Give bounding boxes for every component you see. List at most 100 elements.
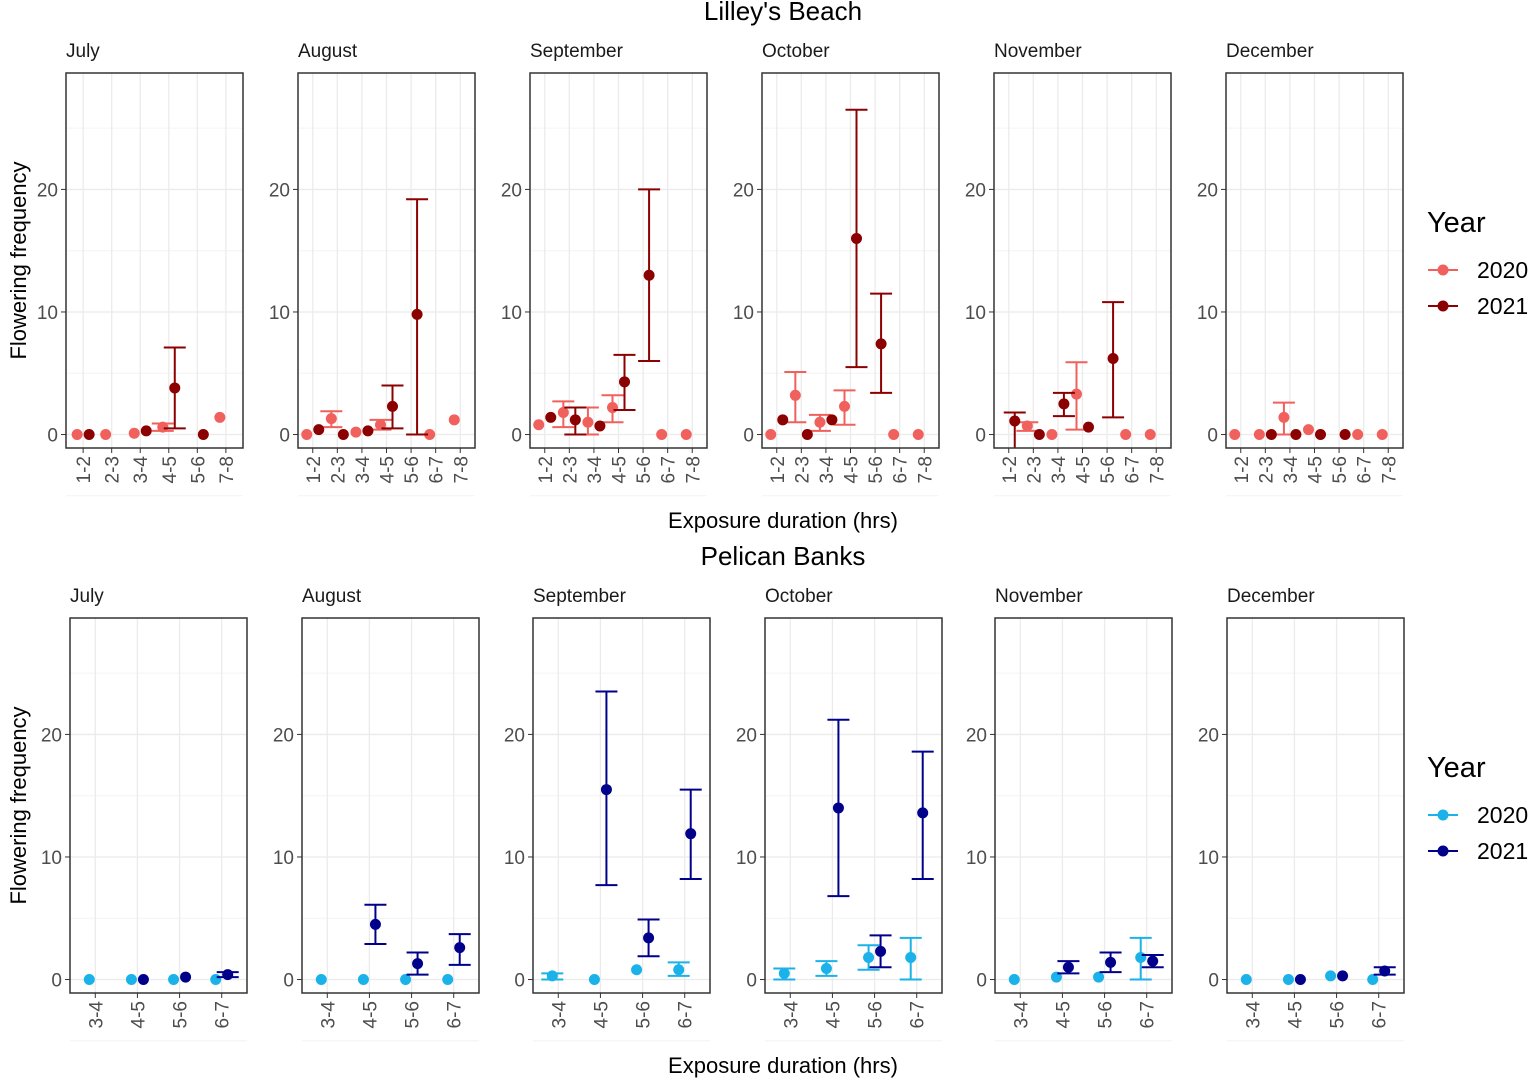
legend-label: 2020 bbox=[1477, 802, 1528, 828]
data-point-2021 bbox=[1290, 429, 1302, 441]
data-point-2020 bbox=[1135, 951, 1147, 963]
y-tick-label: 10 bbox=[965, 303, 986, 324]
legend: Year 2020 2021 bbox=[1427, 207, 1528, 319]
y-axis-label: Flowering frequency bbox=[6, 161, 31, 359]
x-tick-label: 2-3 bbox=[560, 456, 581, 483]
panel-border bbox=[993, 72, 1172, 449]
y-tick-label: 10 bbox=[966, 848, 987, 869]
data-point-2021 bbox=[83, 429, 95, 441]
x-tick-label: 3-4 bbox=[131, 456, 152, 484]
x-tick-label: 4-5 bbox=[1285, 1001, 1306, 1028]
data-point-2020 bbox=[350, 426, 362, 438]
data-point-2020 bbox=[1144, 429, 1156, 441]
row-title: Pelican Banks bbox=[701, 541, 866, 571]
panel-border bbox=[301, 617, 480, 994]
data-point-2020 bbox=[100, 429, 112, 441]
legend-label: 2020 bbox=[1477, 257, 1528, 283]
panel-border bbox=[532, 617, 711, 994]
data-point-2020 bbox=[1120, 429, 1132, 441]
data-point-2020 bbox=[424, 429, 436, 441]
data-point-2021 bbox=[180, 971, 192, 983]
data-point-2020 bbox=[765, 429, 777, 441]
x-tick-label: 3-4 bbox=[585, 456, 606, 484]
x-tick-label: 4-5 bbox=[610, 456, 631, 483]
data-point-2021 bbox=[875, 338, 887, 350]
panel-november: November 0 10 20 3-4 4-5 5-6 6-7 bbox=[966, 586, 1173, 1042]
x-tick-label: 4-5 bbox=[1053, 1001, 1074, 1028]
data-point-2020 bbox=[125, 974, 137, 986]
y-tick-label: 20 bbox=[966, 725, 987, 746]
y-tick-label: 0 bbox=[976, 971, 987, 992]
data-point-2021 bbox=[851, 232, 862, 244]
row-title: Lilley's Beach bbox=[704, 0, 862, 26]
data-point-2021 bbox=[411, 308, 423, 320]
y-tick-label: 20 bbox=[504, 725, 525, 746]
x-tick-label: 1-2 bbox=[304, 456, 325, 483]
x-tick-label: 2-3 bbox=[328, 456, 349, 483]
legend-label: 2021 bbox=[1477, 838, 1528, 864]
panel-december: December 0 10 20 1-2 2-3 3-4 4-5 5-6 6-7 7-8 bbox=[1197, 41, 1404, 497]
panel-border bbox=[761, 72, 940, 449]
x-tick-label: 7-8 bbox=[683, 456, 704, 483]
data-point-2021 bbox=[1105, 956, 1117, 968]
facet-row-0: Lilley's Beach Exposure duration (hrs) Flo… bbox=[6, 0, 1528, 533]
data-point-2020 bbox=[1278, 411, 1290, 423]
data-point-2021 bbox=[1083, 421, 1094, 433]
x-tick-label: 3-4 bbox=[353, 456, 374, 484]
x-tick-label: 5-6 bbox=[866, 1001, 887, 1028]
x-tick-label: 7-8 bbox=[217, 456, 238, 483]
data-point-2021 bbox=[801, 429, 813, 441]
data-point-2020 bbox=[607, 402, 618, 414]
x-tick-label: 3-4 bbox=[1049, 456, 1070, 484]
data-point-2021 bbox=[917, 807, 929, 819]
x-tick-label: 2-3 bbox=[1256, 456, 1277, 483]
data-point-2020 bbox=[157, 421, 169, 433]
data-point-2020 bbox=[210, 974, 222, 986]
data-point-2021 bbox=[832, 802, 844, 814]
x-tick-label: 3-4 bbox=[318, 1001, 339, 1029]
panel-strip-label: December bbox=[1226, 41, 1314, 62]
y-tick-label: 10 bbox=[1197, 303, 1218, 324]
legend-title: Year bbox=[1427, 752, 1486, 784]
x-tick-label: 1-2 bbox=[768, 456, 789, 483]
data-point-2020 bbox=[214, 411, 226, 423]
x-tick-label: 5-6 bbox=[1098, 456, 1119, 483]
x-tick-label: 5-6 bbox=[188, 456, 209, 483]
panel-border bbox=[297, 72, 476, 449]
x-tick-label: 2-3 bbox=[792, 456, 813, 483]
legend-key-point bbox=[1437, 300, 1449, 312]
data-point-2021 bbox=[337, 429, 349, 441]
panel-september: September 0 10 20 3-4 4-5 5-6 6-7 bbox=[504, 586, 711, 1042]
y-tick-label: 10 bbox=[736, 848, 757, 869]
data-point-2020 bbox=[325, 413, 337, 425]
y-tick-label: 10 bbox=[1198, 848, 1219, 869]
data-point-2021 bbox=[826, 414, 838, 426]
x-tick-label: 6-7 bbox=[213, 1001, 234, 1028]
x-tick-label: 7-8 bbox=[1379, 456, 1400, 483]
data-point-2021 bbox=[222, 969, 234, 981]
data-point-2021 bbox=[643, 932, 655, 944]
data-point-2020 bbox=[128, 427, 140, 439]
data-point-2020 bbox=[1093, 971, 1105, 983]
facet-row-1: Pelican Banks Exposure duration (hrs) Flow… bbox=[6, 541, 1528, 1078]
data-point-2021 bbox=[600, 784, 612, 796]
panel-august: August 0 10 20 1-2 2-3 3-4 4-5 5-6 6-7 7-8 bbox=[269, 41, 476, 497]
data-point-2020 bbox=[1303, 424, 1314, 436]
panel-border bbox=[1225, 72, 1404, 449]
legend-key-point bbox=[1437, 809, 1449, 821]
data-point-2020 bbox=[546, 970, 558, 982]
panel-strip-label: July bbox=[70, 586, 104, 607]
x-tick-label: 4-5 bbox=[128, 1001, 149, 1028]
x-tick-label: 6-7 bbox=[908, 1001, 929, 1028]
x-tick-label: 3-4 bbox=[1243, 1001, 1264, 1029]
x-tick-label: 6-7 bbox=[659, 456, 680, 483]
data-point-2021 bbox=[1265, 429, 1277, 441]
data-point-2021 bbox=[387, 400, 398, 412]
data-point-2021 bbox=[685, 828, 697, 840]
data-point-2020 bbox=[442, 974, 454, 986]
data-point-2020 bbox=[1240, 974, 1252, 986]
data-point-2020 bbox=[789, 389, 801, 401]
data-point-2020 bbox=[400, 974, 412, 986]
data-point-2021 bbox=[169, 382, 181, 394]
data-point-2020 bbox=[1376, 429, 1388, 441]
